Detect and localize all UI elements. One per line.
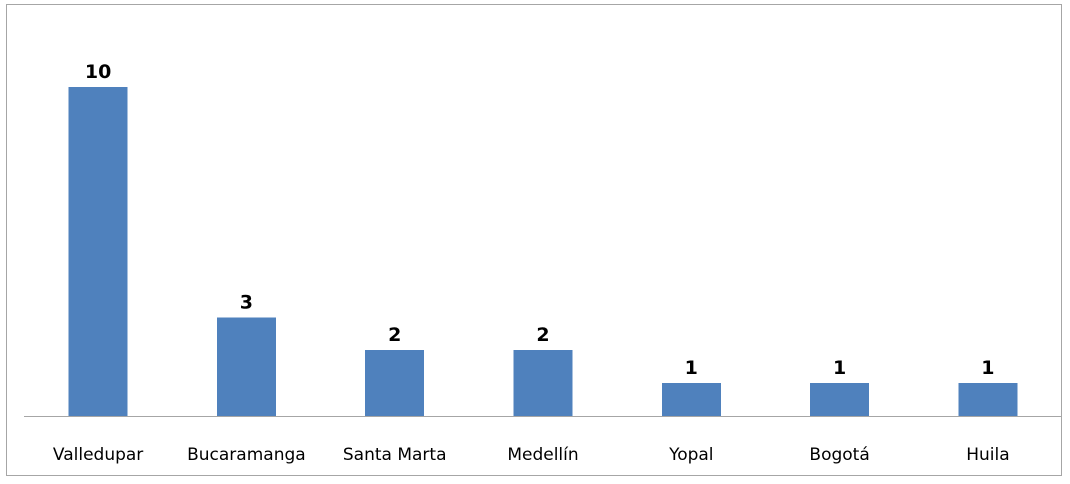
category-label-0: Valledupar: [53, 445, 143, 465]
bar-4: [661, 383, 721, 416]
data-label-0: 10: [85, 61, 111, 83]
data-label-4: 1: [685, 357, 698, 379]
data-label-5: 1: [833, 357, 846, 379]
bar-2: [365, 350, 425, 416]
category-label-4: Yopal: [668, 445, 713, 465]
data-label-1: 3: [240, 291, 253, 313]
bar-6: [958, 383, 1018, 416]
category-label-2: Santa Marta: [343, 445, 447, 465]
data-labels-group: 10 3 2 2 1 1 1: [85, 61, 995, 379]
bars-group: [68, 87, 1018, 416]
category-label-3: Medellín: [507, 445, 578, 465]
category-label-5: Bogotá: [809, 445, 869, 465]
bar-5: [810, 383, 870, 416]
category-label-1: Bucaramanga: [187, 445, 306, 465]
bar-0: [68, 87, 128, 416]
category-label-6: Huila: [966, 445, 1009, 465]
data-label-2: 2: [388, 324, 401, 346]
bar-3: [513, 350, 573, 416]
category-labels-group: Valledupar Bucaramanga Santa Marta Medellín…: [53, 445, 1010, 465]
data-label-6: 1: [981, 357, 994, 379]
bar-1: [216, 317, 276, 416]
data-label-3: 2: [536, 324, 549, 346]
